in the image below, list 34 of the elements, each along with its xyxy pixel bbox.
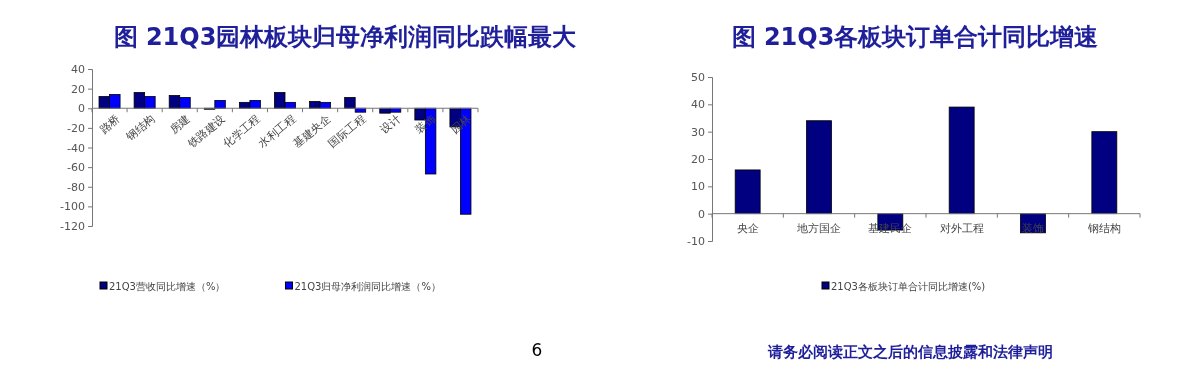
y-tick-label: 40 <box>691 98 705 112</box>
y-tick-label: 0 <box>698 207 705 221</box>
y-tick-label: -10 <box>687 235 705 249</box>
text: 6 <box>531 340 543 360</box>
text: 请务必阅读正文之后的信息披露和法律声明 <box>766 343 1053 361</box>
chart-title: 图 21Q3各板块订单合计同比增速 <box>731 23 1099 51</box>
y-tick-label: 10 <box>691 180 705 194</box>
x-tick-label: 路桥 <box>97 112 123 137</box>
y-tick-label: -60 <box>67 161 85 175</box>
x-tick-label: 钢结构 <box>1086 221 1121 235</box>
legend-label: 21Q3各板块订单合计同比增速(%) <box>831 281 986 292</box>
y-tick-label: 30 <box>691 125 705 139</box>
x-tick-label: 地方国企 <box>796 221 841 235</box>
x-tick-label: 钢结构 <box>123 112 158 145</box>
x-tick-label: 装饰 <box>413 112 439 137</box>
x-tick-label: 设计 <box>377 112 404 137</box>
legend-label: 21Q3营收同比增速（%） <box>109 281 226 292</box>
y-tick-label: 0 <box>78 102 85 116</box>
x-tick-label: 房建 <box>167 112 193 137</box>
y-tick-label: 40 <box>71 63 85 77</box>
y-tick-label: 20 <box>691 153 705 167</box>
x-tick-label: 对外工程 <box>939 221 984 235</box>
y-tick-label: -80 <box>67 180 85 194</box>
x-tick-label: 园林 <box>448 112 474 137</box>
y-tick-label: 20 <box>71 82 85 96</box>
y-tick-label: -100 <box>60 200 85 214</box>
legend-label: 21Q3归母净利润同比增速（%） <box>294 281 441 292</box>
x-tick-label: 装饰 <box>1022 221 1044 235</box>
chart-title: 图 21Q3园林板块归母净利润同比跌幅最大 <box>113 23 578 51</box>
x-tick-label: 央企 <box>736 221 759 235</box>
y-tick-label: -20 <box>67 121 85 135</box>
y-tick-label: 50 <box>691 71 705 85</box>
y-tick-label: -120 <box>60 220 85 234</box>
y-tick-label: -40 <box>67 141 85 155</box>
